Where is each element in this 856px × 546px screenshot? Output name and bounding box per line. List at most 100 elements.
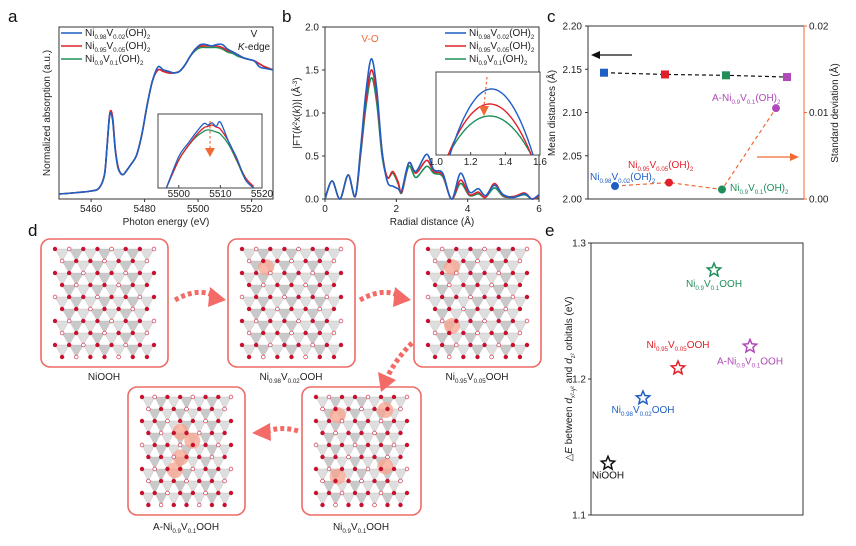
octahedron-face — [312, 344, 328, 358]
inset-plot: 5500 5510 5520 — [157, 113, 274, 200]
octahedron-face — [498, 344, 514, 358]
oxygen-atom — [144, 258, 150, 264]
octahedron-face — [505, 332, 521, 346]
right-axis-pointer-arrow-icon — [757, 153, 799, 161]
std-deviation-marker — [611, 182, 619, 191]
oxygen-atom — [228, 442, 234, 448]
oxygen-atom — [378, 394, 384, 400]
octahedron-face — [192, 492, 206, 506]
oxygen-atom — [475, 306, 480, 312]
oxygen-atom — [253, 270, 259, 276]
octahedron-face — [173, 480, 187, 494]
octahedron-face — [269, 296, 285, 310]
trend-arrow-down-icon — [479, 106, 489, 116]
inset-line-blue — [449, 88, 534, 156]
point-label: Ni0.98V0.02OOH — [612, 405, 675, 418]
y-tick-label: 1.3 — [572, 239, 586, 250]
panel-letter-a: a — [8, 7, 18, 26]
oxygen-atom — [331, 282, 337, 288]
octahedron-face — [470, 320, 485, 334]
oxygen-atom — [425, 270, 431, 276]
octahedron-face — [241, 320, 257, 334]
y-axis-label: |FT(k2x(k))| (Å-3) — [290, 77, 303, 148]
oxygen-atom — [425, 318, 431, 324]
mean-distance-marker — [722, 71, 730, 80]
inset-x-tick-label: 1.6 — [533, 157, 547, 168]
oxygen-atom — [352, 466, 358, 472]
octahedron-face — [312, 320, 328, 334]
oxygen-atom — [144, 330, 150, 336]
oxygen-atom — [52, 294, 58, 300]
octahedron-face — [284, 248, 299, 262]
oxygen-atom — [510, 246, 516, 252]
oxygen-atom — [275, 282, 280, 288]
octahedron-face — [367, 420, 382, 434]
oxygen-atom — [275, 330, 280, 336]
octahedron-face — [361, 480, 375, 494]
octahedron-face — [139, 248, 155, 262]
octahedron-face — [132, 284, 148, 298]
oxygen-atom — [489, 258, 494, 264]
oxygen-atom — [66, 270, 72, 276]
oxygen-atom — [165, 490, 170, 496]
oxygen-atom — [253, 342, 259, 348]
flow-arrow-icon — [173, 287, 226, 307]
oxygen-atom — [482, 270, 487, 276]
structure-panel: Ni0.95V0.05OOH — [413, 238, 542, 385]
vanadium-site — [377, 402, 394, 419]
left-y-axis-label: Mean distances (Å) — [545, 70, 558, 156]
oxygen-atom — [331, 306, 337, 312]
oxygen-atom — [313, 490, 319, 496]
oxygen-atom — [310, 246, 315, 252]
octahedron-face — [298, 248, 314, 262]
octahedron-face — [90, 308, 105, 322]
panel-letter-c: c — [547, 7, 556, 26]
octahedron-face — [186, 480, 200, 494]
structure-label: Ni0.98V0.02OOH — [260, 372, 323, 385]
octahedron-face — [434, 332, 450, 346]
octahedron-face — [284, 344, 299, 358]
octahedron-face — [328, 396, 343, 410]
point-label: Ni0.9V0.1OOH — [686, 279, 742, 292]
octahedron-face — [148, 408, 162, 422]
structure-label: A-Ni0.9V0.1OOH — [153, 522, 219, 535]
oxygen-atom — [88, 354, 93, 360]
oxygen-atom — [333, 454, 338, 460]
legend-label: Ni0.98V0.02(OH)2 — [469, 28, 535, 41]
oxygen-atom — [151, 318, 157, 324]
oxygen-atom — [365, 466, 371, 472]
panel-letter-d: d — [28, 221, 37, 240]
oxygen-atom — [475, 258, 480, 264]
oxygen-atom — [454, 342, 459, 348]
octahedron-face — [477, 308, 492, 322]
oxygen-atom — [222, 454, 227, 460]
octahedron-face — [148, 456, 162, 470]
oxygen-atom — [385, 478, 390, 484]
oxygen-atom — [171, 406, 176, 412]
oxygen-atom — [151, 342, 157, 348]
octahedron-face — [463, 260, 478, 274]
oxygen-atom — [165, 442, 170, 448]
oxygen-atom — [439, 342, 445, 348]
oxygen-atom — [239, 342, 245, 348]
oxygen-atom — [378, 466, 384, 472]
oxygen-atom — [365, 418, 371, 424]
octahedron-face — [322, 480, 336, 494]
oxygen-atom — [152, 442, 157, 448]
octahedron-face — [484, 320, 500, 334]
oxygen-atom — [66, 342, 72, 348]
oxygen-atom — [320, 430, 325, 436]
left-axis-pointer-arrow-icon — [591, 51, 632, 59]
octahedron-face — [427, 344, 443, 358]
octahedron-face — [97, 272, 112, 286]
oxygen-atom — [326, 442, 332, 448]
oxygen-atom — [74, 306, 79, 312]
octahedron-face — [241, 344, 257, 358]
oxygen-atom — [239, 318, 245, 324]
oxygen-atom — [158, 454, 164, 460]
octahedron-face — [211, 480, 225, 494]
oxygen-atom — [378, 442, 384, 448]
oxygen-atom — [447, 282, 452, 288]
octahedron-face — [154, 396, 168, 410]
octahedron-face — [54, 320, 70, 334]
